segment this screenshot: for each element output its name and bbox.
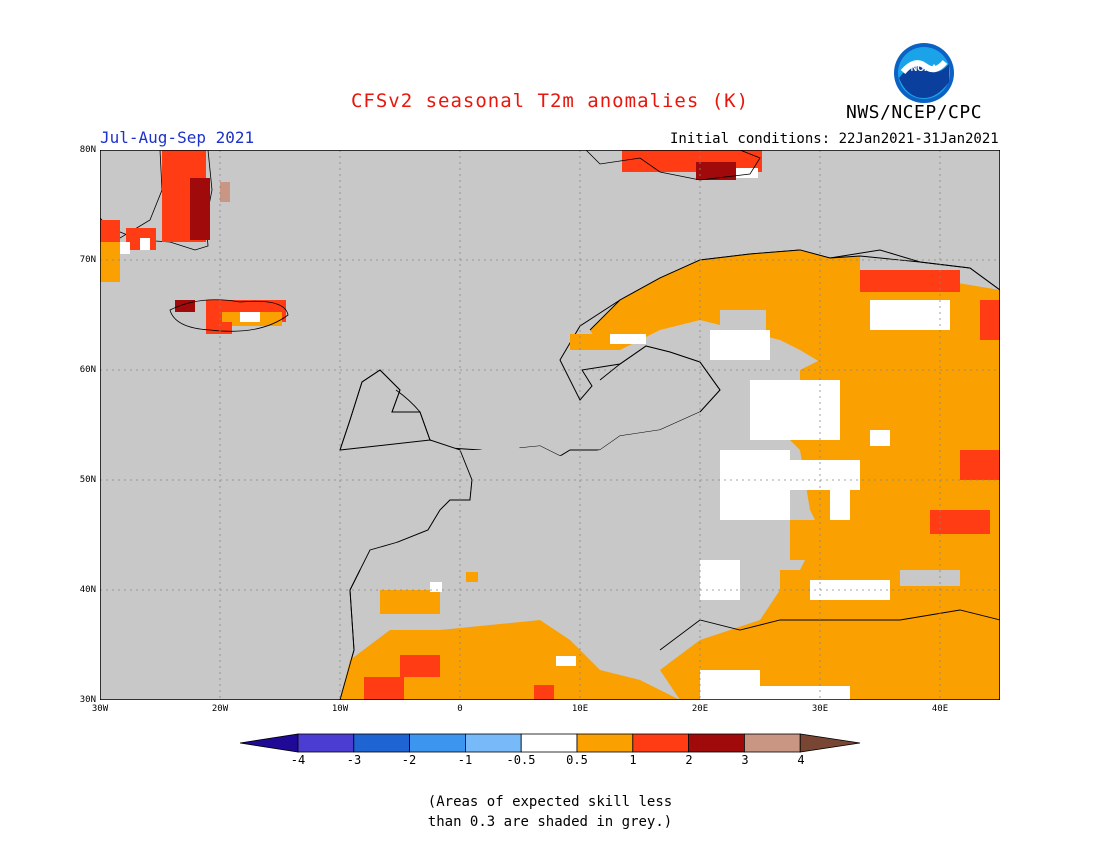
noaa-logo-icon: NOAA bbox=[893, 42, 955, 104]
season-label: Jul-Aug-Sep 2021 bbox=[100, 128, 255, 147]
colorbar-arrow-left bbox=[239, 733, 299, 753]
lon-label: 10E bbox=[571, 704, 589, 714]
skill-note-line: (Areas of expected skill less bbox=[427, 794, 673, 810]
lon-label: 40E bbox=[931, 704, 949, 714]
colorbar-svg bbox=[239, 733, 861, 753]
colorbar-segment bbox=[743, 733, 801, 753]
colorbar-segment bbox=[409, 733, 466, 753]
lon-label: 0 bbox=[457, 704, 463, 714]
logo-text: NOAA bbox=[911, 63, 938, 73]
colorbar-segment bbox=[632, 733, 689, 753]
scandinavia-anomaly bbox=[590, 250, 860, 362]
colorbar-segment bbox=[576, 733, 634, 753]
lat-label: 50N bbox=[79, 475, 96, 485]
lon-label: 20W bbox=[211, 704, 229, 714]
lat-label: 80N bbox=[79, 145, 96, 155]
colorbar-label: 0.5 bbox=[566, 753, 588, 767]
skill-note-line: than 0.3 are shaded in grey.) bbox=[427, 814, 673, 830]
colorbar-segment bbox=[464, 733, 522, 753]
colorbar-label: 3 bbox=[741, 753, 749, 767]
lon-label: 30E bbox=[811, 704, 829, 714]
lat-label: 70N bbox=[79, 255, 96, 265]
north-africa-anomaly bbox=[340, 620, 680, 700]
skill-note: (Areas of expected skill less than 0.3 a… bbox=[0, 792, 1100, 832]
lon-label: 10W bbox=[331, 704, 349, 714]
colorbar-label: 1 bbox=[629, 753, 637, 767]
lat-label: 60N bbox=[79, 365, 96, 375]
colorbar-label: -2 bbox=[401, 753, 417, 767]
colorbar-label: 4 bbox=[797, 753, 805, 767]
colorbar-label: -4 bbox=[290, 753, 306, 767]
coastlines bbox=[339, 249, 1001, 701]
agency-label: NWS/NCEP/CPC bbox=[846, 102, 983, 123]
colorbar-label: -3 bbox=[346, 753, 362, 767]
svalbard-anomaly bbox=[622, 150, 762, 180]
graticule bbox=[100, 150, 1000, 700]
colorbar-label: -1 bbox=[457, 753, 473, 767]
lat-label: 40N bbox=[79, 585, 96, 595]
lon-label: 30W bbox=[91, 704, 109, 714]
lon-label: 20E bbox=[691, 704, 709, 714]
initial-conditions-label: Initial conditions: 22Jan2021-31Jan2021 bbox=[670, 131, 999, 147]
map-svg bbox=[99, 149, 1001, 701]
lat-label: 30N bbox=[79, 695, 96, 705]
colorbar-segment bbox=[688, 733, 745, 753]
chart-title: CFSv2 seasonal T2m anomalies (K) bbox=[350, 90, 750, 112]
colorbar-label: 2 bbox=[685, 753, 693, 767]
colorbar-segment bbox=[297, 733, 355, 753]
colorbar-segment bbox=[353, 733, 411, 753]
colorbar bbox=[239, 732, 862, 754]
anomaly-map bbox=[99, 149, 1001, 701]
colorbar-label: -0.5 bbox=[506, 753, 536, 767]
colorbar-segment bbox=[520, 733, 578, 753]
colorbar-arrow-right bbox=[799, 733, 861, 753]
